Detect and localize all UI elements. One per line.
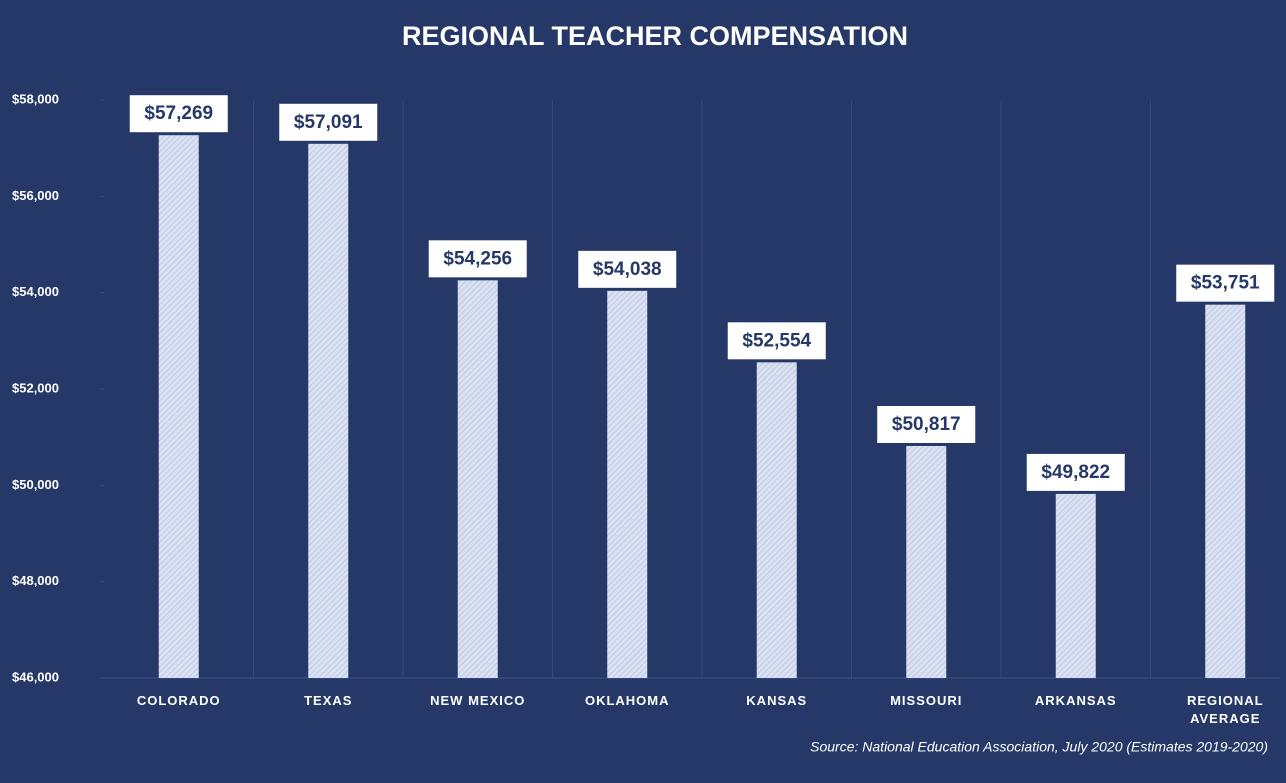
value-label: $54,256 <box>443 248 512 269</box>
bar <box>906 445 947 678</box>
value-label-box <box>877 405 976 443</box>
value-label: $54,038 <box>593 259 662 280</box>
bar <box>1055 493 1096 678</box>
value-label-box <box>129 95 228 133</box>
y-tick-label: $50,000 <box>12 477 59 492</box>
value-label: $57,269 <box>144 103 213 124</box>
value-label: $57,091 <box>294 112 363 133</box>
y-tick-label: $48,000 <box>12 573 59 588</box>
x-tick-label: COLORADO <box>136 693 221 708</box>
y-tick-label: $46,000 <box>12 669 59 684</box>
bar <box>607 290 648 678</box>
bar <box>308 143 349 678</box>
bar <box>1205 304 1246 678</box>
value-label-box <box>578 250 677 288</box>
y-tick-label: $54,000 <box>12 284 59 299</box>
x-tick-label: KANSAS <box>746 693 808 708</box>
x-tick-label: REGIONAL AVERAGE <box>1186 693 1264 726</box>
chart-title: REGIONAL TEACHER COMPENSATION <box>402 21 908 51</box>
value-label-box <box>727 322 826 360</box>
x-tick-label: MISSOURI <box>890 693 963 708</box>
x-tick-label: TEXAS <box>304 693 353 708</box>
bar <box>756 362 797 678</box>
y-tick-label: $52,000 <box>12 380 59 395</box>
x-tick-label: OKLAHOMA <box>584 693 670 708</box>
value-label: $52,554 <box>742 330 811 351</box>
value-label: $53,751 <box>1191 273 1260 294</box>
y-tick-label: $58,000 <box>12 91 59 106</box>
bar <box>158 135 199 678</box>
y-tick-label: $56,000 <box>12 188 59 203</box>
value-label: $49,822 <box>1041 462 1110 483</box>
bar <box>457 280 498 678</box>
value-label-box <box>1176 264 1275 302</box>
x-tick-label: NEW MEXICO <box>430 693 526 708</box>
value-label-box <box>1026 453 1125 491</box>
value-label-box <box>428 240 527 278</box>
value-label: $50,817 <box>892 414 961 435</box>
x-tick-label: ARKANSAS <box>1034 693 1117 708</box>
source-note: Source: National Education Association, … <box>810 739 1268 755</box>
value-label-box <box>279 103 378 141</box>
